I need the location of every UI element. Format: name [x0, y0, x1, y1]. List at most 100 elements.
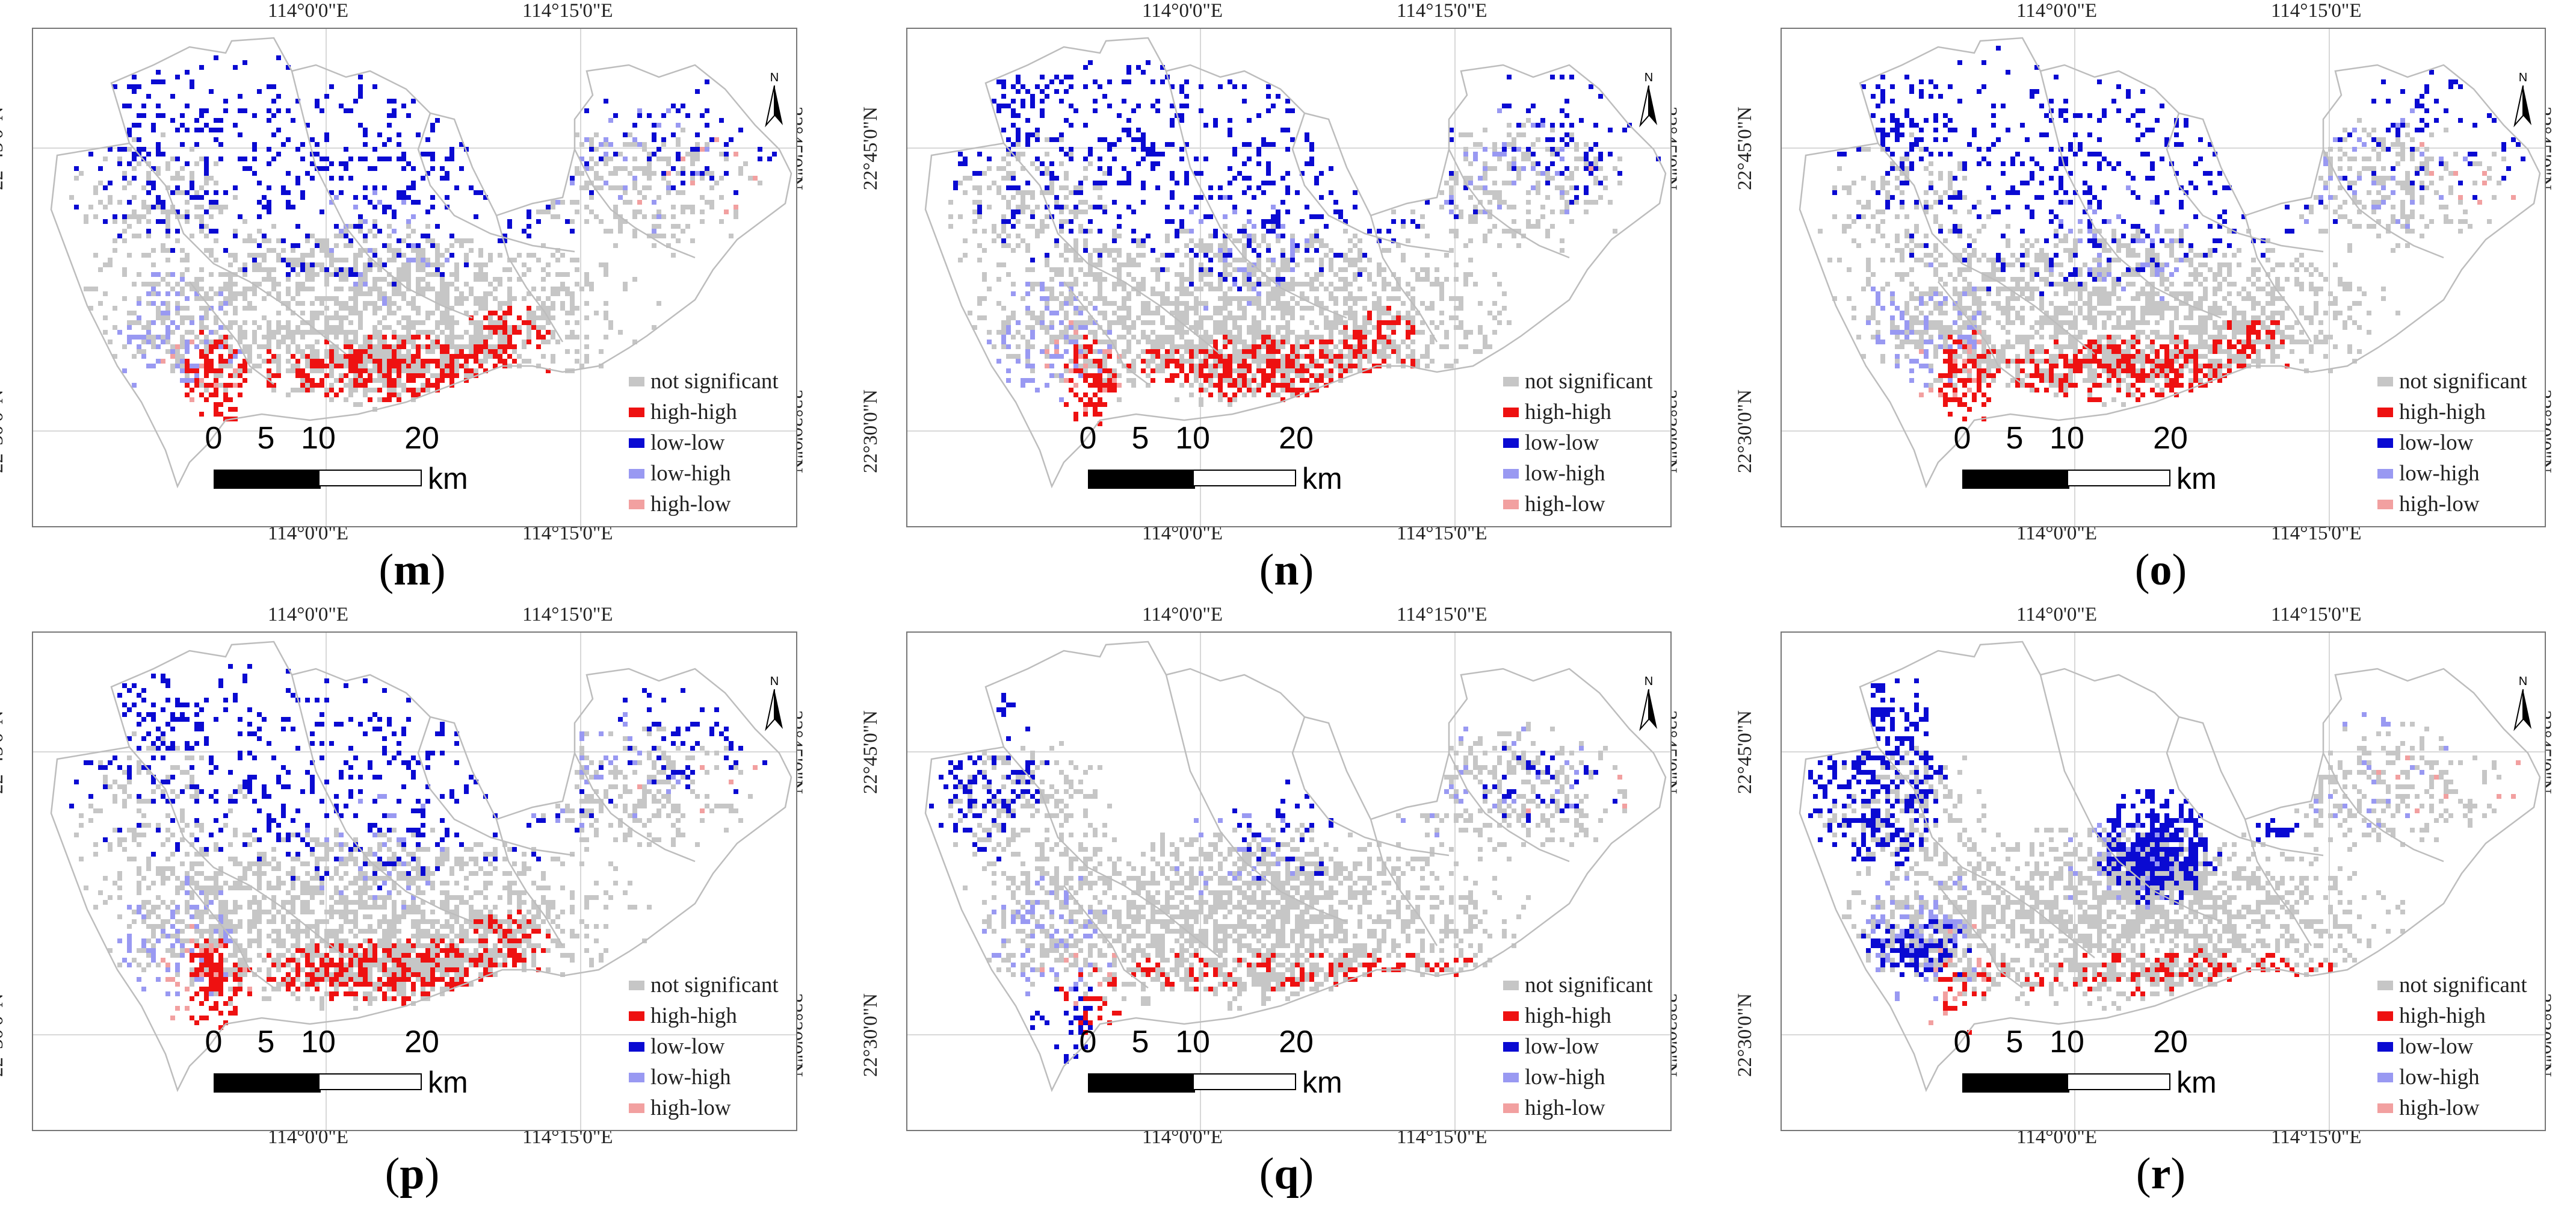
cluster-cell — [1064, 330, 1069, 335]
cluster-cell — [1030, 214, 1035, 219]
cluster-cell — [560, 301, 565, 306]
cluster-cell — [445, 315, 449, 320]
cluster-cell — [190, 181, 194, 185]
cluster-cell — [2405, 123, 2410, 128]
cluster-cell — [353, 349, 358, 354]
cluster-cell — [445, 354, 449, 359]
cluster-cell — [623, 282, 628, 287]
legend-item: high-high — [1503, 397, 1670, 427]
cluster-cell — [334, 325, 339, 330]
cluster-cell — [1415, 359, 1420, 364]
cluster-cell — [1069, 282, 1073, 287]
cluster-cell — [2444, 161, 2448, 166]
cluster-cell — [2044, 113, 2049, 118]
cluster-cell — [2400, 147, 2405, 152]
cluster-cell — [1895, 128, 1900, 132]
cluster-cell — [416, 335, 421, 340]
cluster-cell — [1175, 306, 1179, 311]
cluster-cell — [156, 171, 161, 176]
cluster-cell — [498, 325, 502, 330]
cluster-cell — [1900, 161, 1904, 166]
cluster-cell — [2473, 152, 2477, 157]
cluster-cell — [1261, 219, 1266, 224]
cluster-cell — [416, 359, 421, 364]
cluster-cell — [151, 364, 156, 368]
cluster-cell — [358, 373, 363, 378]
cluster-cell — [1449, 209, 1454, 214]
cluster-cell — [329, 373, 334, 378]
cluster-cell — [315, 272, 320, 277]
cluster-cell — [642, 185, 647, 190]
cluster-cell — [469, 185, 474, 190]
cluster-cell — [1353, 272, 1357, 277]
cluster-cell — [1574, 195, 1579, 200]
cluster-cell — [1199, 373, 1203, 378]
cluster-cell — [1410, 359, 1415, 364]
cluster-cell — [584, 354, 589, 359]
cluster-cell — [1122, 166, 1126, 171]
panel-label: (m) — [0, 545, 824, 596]
cluster-cell — [132, 282, 137, 287]
cluster-cell — [618, 330, 623, 335]
cluster-cell — [1242, 234, 1247, 238]
cluster-cell — [1021, 104, 1025, 108]
cluster-cell — [358, 219, 363, 224]
cluster-cell — [204, 349, 209, 354]
cluster-cell — [1483, 344, 1487, 349]
cluster-cell — [2193, 161, 2198, 166]
cluster-cell — [1348, 248, 1353, 253]
cluster-cell — [1396, 287, 1401, 291]
cluster-cell — [2030, 157, 2034, 161]
cluster-cell — [608, 118, 613, 123]
cluster-cell — [1463, 282, 1468, 287]
cluster-cell — [1093, 79, 1098, 84]
cluster-cell — [1357, 368, 1362, 373]
cluster-cell — [305, 359, 310, 364]
cluster-cell — [1155, 349, 1160, 354]
cluster-cell — [199, 267, 204, 272]
cluster-cell — [214, 392, 218, 397]
cluster-cell — [440, 296, 445, 301]
cluster-cell — [2140, 132, 2145, 137]
cluster-cell — [382, 378, 387, 383]
cluster-cell — [267, 340, 271, 344]
cluster-cell — [1454, 315, 1459, 320]
cluster-cell — [1314, 229, 1319, 234]
cluster-cell — [1991, 142, 1996, 147]
cluster-cell — [2487, 113, 2492, 118]
cluster-cell — [1319, 344, 1324, 349]
cluster-cell — [401, 253, 406, 258]
cluster-cell — [218, 272, 223, 277]
cluster-cell — [397, 378, 401, 383]
cluster-cell — [1439, 291, 1444, 296]
cluster-cell — [483, 354, 488, 359]
legend-label: low-high — [650, 461, 731, 486]
cluster-cell — [117, 157, 122, 161]
cluster-cell — [1454, 229, 1459, 234]
cluster-cell — [165, 214, 170, 219]
cluster-cell — [401, 277, 406, 282]
cluster-cell — [425, 287, 430, 291]
cluster-cell — [387, 344, 392, 349]
cluster-cell — [2362, 128, 2367, 132]
cluster-cell — [1117, 181, 1122, 185]
cluster-cell — [276, 373, 281, 378]
cluster-cell — [1285, 99, 1290, 104]
cluster-cell — [1569, 137, 1574, 142]
cluster-cell — [1545, 234, 1550, 238]
cluster-cell — [589, 166, 594, 171]
cluster-cell — [117, 234, 122, 238]
cluster-cell — [358, 282, 363, 287]
cluster-cell — [156, 70, 161, 75]
cluster-cell — [656, 234, 661, 238]
cluster-cell — [1415, 330, 1420, 335]
cluster-cell — [387, 311, 392, 315]
cluster-cell — [223, 205, 228, 209]
cluster-cell — [1305, 364, 1309, 368]
cluster-cell — [604, 181, 608, 185]
cluster-cell — [498, 320, 502, 325]
cluster-cell — [223, 301, 228, 306]
cluster-cell — [1430, 282, 1435, 287]
cluster-cell — [1242, 258, 1247, 262]
cluster-cell — [608, 320, 613, 325]
